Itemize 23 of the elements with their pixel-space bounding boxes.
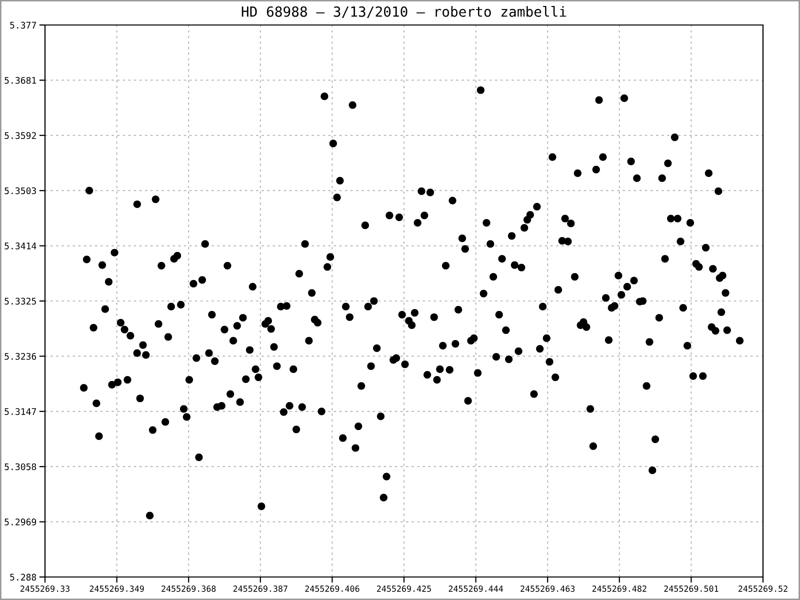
y-tick-label: 5.3503	[4, 187, 36, 194]
y-tick-label: 5.288	[10, 574, 36, 581]
x-tick-label: 2455269.482	[592, 586, 646, 592]
y-tick-label: 5.2969	[4, 518, 36, 526]
y-tick-label: 5.3147	[4, 408, 36, 415]
x-tick-label: 2455269.33	[20, 586, 70, 592]
y-tick-label: 5.3681	[4, 76, 36, 84]
y-tick-label: 5.3236	[4, 352, 36, 360]
x-tick-label: 2455269.425	[377, 586, 431, 592]
x-tick-label: 2455269.444	[448, 586, 503, 592]
y-tick-label: 5.3058	[4, 463, 36, 470]
y-tick-label: 5.3414	[4, 242, 36, 250]
x-tick-label: 2455269.52	[738, 586, 788, 592]
x-tick-label: 2455269.368	[162, 586, 216, 592]
y-tick-label: 5.3592	[4, 132, 36, 139]
x-tick-label: 2455269.406	[305, 586, 360, 592]
x-tick-label: 2455269.463	[520, 586, 575, 592]
x-tick-label: 2455269.387	[233, 586, 288, 592]
chart-title: HD 68988 – 3/13/2010 – roberto zambelli	[242, 6, 566, 18]
y-tick-label: 5.377	[10, 22, 36, 29]
x-tick-label: 2455269.349	[90, 586, 144, 592]
y-tick-label: 5.3325	[4, 298, 36, 305]
x-tick-label: 2455269.501	[664, 586, 718, 592]
